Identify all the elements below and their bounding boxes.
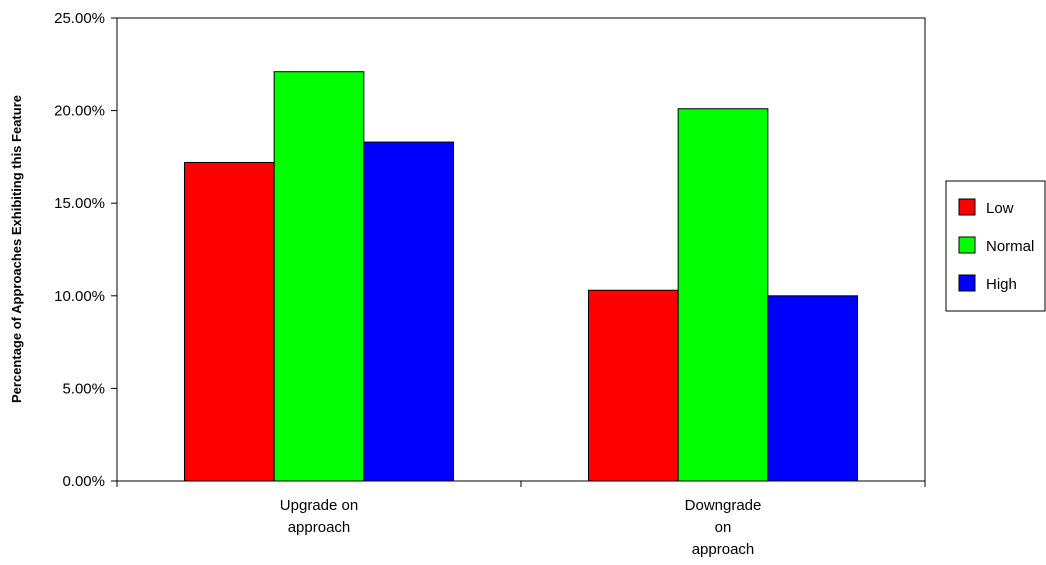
x-category-label: approach: [288, 519, 351, 536]
y-tick-label: 5.00%: [62, 380, 105, 397]
legend: Low Normal High: [945, 180, 1046, 312]
y-tick-label: 25.00%: [54, 10, 105, 27]
x-category-label: on: [715, 519, 732, 536]
legend-swatch-normal: [958, 236, 976, 254]
legend-swatch-high: [958, 274, 976, 292]
legend-label-low: Low: [986, 200, 1014, 217]
bar-low-1: [587, 289, 679, 482]
x-category-label: Downgrade: [685, 497, 762, 514]
bar-high-1: [767, 295, 859, 482]
bars: [183, 71, 859, 482]
x-category-label: Upgrade on: [280, 497, 358, 514]
bar-low-0: [183, 161, 275, 482]
y-tick-label: 15.00%: [54, 195, 105, 212]
bar-high-0: [363, 141, 455, 482]
y-tick-label: 0.00%: [62, 473, 105, 490]
y-tick-label: 20.00%: [54, 103, 105, 120]
legend-label-normal: Normal: [986, 238, 1034, 255]
legend-label-high: High: [986, 276, 1017, 293]
y-axis: 0.00% 5.00% 10.00% 15.00% 20.00% 25.00%: [54, 10, 117, 490]
bar-normal-1: [677, 108, 769, 482]
bar-normal-0: [273, 71, 365, 482]
y-tick-label: 10.00%: [54, 288, 105, 305]
x-category-label: approach: [692, 541, 755, 558]
legend-swatch-low: [958, 198, 976, 216]
y-axis-title: Percentage of Approaches Exhibiting this…: [9, 95, 24, 403]
x-axis: Upgrade on approach Downgrade on approach: [116, 481, 926, 558]
